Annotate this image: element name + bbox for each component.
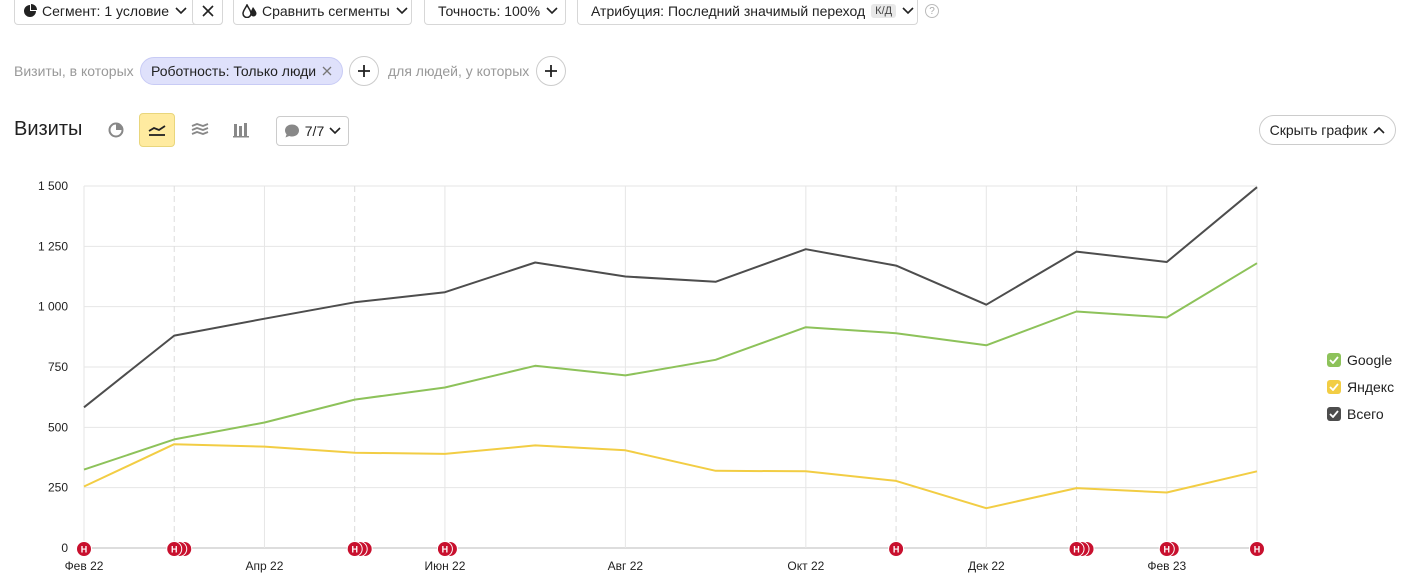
legend-item-yandex[interactable]: Яндекс bbox=[1327, 373, 1394, 400]
y-tick-label: 750 bbox=[48, 360, 68, 374]
y-tick-label: 250 bbox=[48, 481, 68, 495]
attribution-badge: К/Д bbox=[871, 3, 897, 18]
y-tick-label: 1 000 bbox=[38, 300, 68, 314]
note-marker bbox=[1158, 541, 1175, 557]
checkbox-checked-icon bbox=[1327, 406, 1341, 421]
checkbox-checked-icon bbox=[1327, 379, 1341, 394]
legend-label: Всего bbox=[1347, 405, 1384, 422]
x-tick-label: Фев 23 bbox=[1147, 559, 1186, 573]
hide-chart-label: Скрыть график bbox=[1269, 122, 1368, 138]
note-marker-label: Н bbox=[351, 545, 358, 555]
y-tick-label: 0 bbox=[61, 541, 68, 555]
notes-count: 7/7 bbox=[304, 123, 325, 139]
view-area-button[interactable] bbox=[182, 113, 218, 147]
accuracy-label: Точность: 100% bbox=[438, 2, 541, 19]
chevron-down-icon bbox=[175, 6, 187, 14]
chart-legend: Google Яндекс Всего bbox=[1327, 346, 1394, 427]
robot-filter-chip[interactable]: Роботность: Только люди bbox=[140, 57, 344, 85]
notes-button[interactable]: 7/7 bbox=[276, 116, 349, 146]
line-chart-icon bbox=[148, 125, 166, 136]
view-line-button[interactable] bbox=[139, 113, 175, 147]
pie-chart-icon bbox=[24, 3, 37, 17]
report-title: Визиты bbox=[14, 118, 83, 140]
add-visit-condition-button[interactable] bbox=[349, 56, 379, 86]
chip-label: Роботность: Только люди bbox=[151, 63, 317, 79]
note-marker bbox=[1249, 541, 1265, 557]
note-marker bbox=[166, 541, 183, 557]
view-bar-button[interactable] bbox=[223, 113, 259, 147]
attribution-button[interactable]: Атрибуция: Последний значимый переход К/… bbox=[577, 0, 918, 25]
series-line-total bbox=[83, 186, 1258, 409]
legend-label: Google bbox=[1347, 351, 1393, 368]
x-tick-label: Дек 22 bbox=[968, 559, 1005, 573]
area-chart-icon bbox=[191, 123, 209, 135]
legend-item-total[interactable]: Всего bbox=[1327, 400, 1394, 427]
note-marker bbox=[1068, 541, 1085, 557]
close-icon[interactable] bbox=[322, 66, 332, 76]
visits-condition-label: Визиты, в которых bbox=[14, 63, 134, 79]
pie-chart-icon bbox=[108, 122, 124, 138]
plus-icon bbox=[358, 65, 370, 77]
x-tick-label: Апр 22 bbox=[246, 559, 284, 573]
x-tick-label: Авг 22 bbox=[608, 559, 644, 573]
legend-item-google[interactable]: Google bbox=[1327, 346, 1394, 373]
chevron-down-icon bbox=[329, 127, 341, 135]
compare-segments-button[interactable]: Сравнить сегменты bbox=[233, 0, 412, 25]
accuracy-button[interactable]: Точность: 100% bbox=[424, 0, 566, 25]
note-marker bbox=[76, 541, 92, 557]
close-icon bbox=[201, 4, 214, 17]
note-marker bbox=[888, 541, 905, 557]
segment-label: Сегмент: 1 условие bbox=[42, 2, 170, 19]
note-marker bbox=[346, 541, 363, 557]
segment-clear-button[interactable] bbox=[192, 0, 223, 25]
hide-chart-button[interactable]: Скрыть график bbox=[1259, 115, 1396, 145]
note-marker-label: Н bbox=[893, 545, 900, 555]
legend-label: Яндекс bbox=[1347, 378, 1395, 395]
people-condition-label: для людей, у которых bbox=[388, 63, 530, 79]
y-tick-label: 1 500 bbox=[38, 179, 68, 193]
note-marker-label: Н bbox=[1254, 545, 1261, 555]
chevron-down-icon bbox=[396, 6, 408, 14]
x-tick-label: Фев 22 bbox=[65, 559, 104, 573]
y-tick-label: 500 bbox=[48, 420, 68, 434]
note-marker-label: Н bbox=[1073, 545, 1080, 555]
y-tick-label: 1 250 bbox=[38, 239, 68, 253]
note-marker-label: Н bbox=[442, 545, 449, 555]
x-tick-label: Окт 22 bbox=[787, 559, 824, 573]
series-line-yandex bbox=[83, 443, 1258, 510]
attribution-label: Атрибуция: Последний значимый переход bbox=[591, 2, 866, 19]
note-marker bbox=[436, 541, 453, 557]
chevron-down-icon bbox=[546, 6, 558, 14]
segment-button[interactable]: Сегмент: 1 условие bbox=[14, 0, 223, 25]
visits-line-chart: 0 250 500 750 1 000 1 250 1 500 Фев 22 Апр 22 Июн… bbox=[38, 179, 1265, 573]
comment-icon bbox=[284, 124, 299, 138]
compare-label: Сравнить сегменты bbox=[262, 2, 390, 19]
chevron-down-icon bbox=[902, 6, 914, 14]
bar-chart-icon bbox=[233, 123, 249, 138]
note-marker-label: Н bbox=[171, 545, 178, 555]
note-marker-label: Н bbox=[81, 545, 88, 555]
view-pie-button[interactable] bbox=[98, 113, 134, 147]
note-marker-label: Н bbox=[1164, 545, 1171, 555]
x-tick-label: Июн 22 bbox=[424, 559, 465, 573]
series-line-google bbox=[83, 262, 1258, 471]
chevron-up-icon bbox=[1373, 126, 1385, 134]
drops-icon bbox=[242, 3, 257, 18]
help-icon[interactable]: ? bbox=[925, 4, 939, 18]
add-people-condition-button[interactable] bbox=[536, 56, 566, 86]
checkbox-checked-icon bbox=[1327, 352, 1341, 367]
plus-icon bbox=[545, 65, 557, 77]
